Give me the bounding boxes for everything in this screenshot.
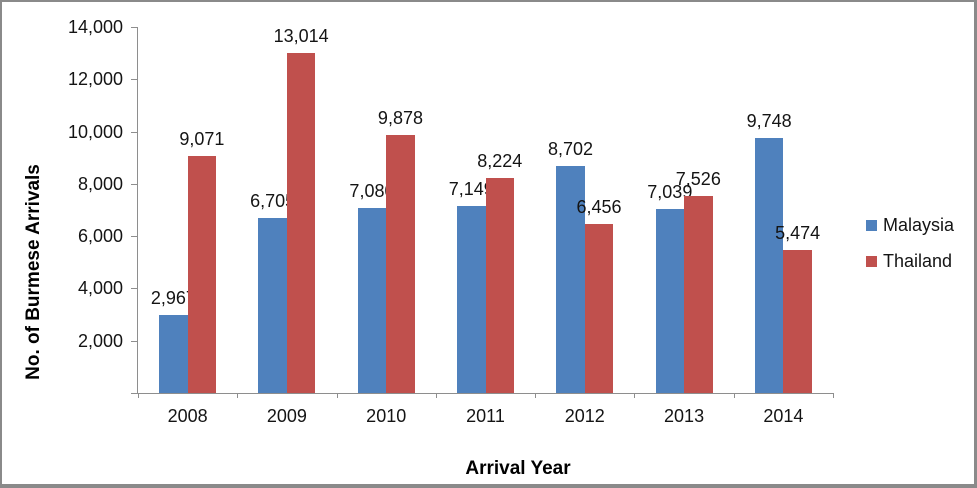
x-tick-label-2008: 2008	[167, 406, 208, 426]
bar-thailand-2009	[286, 52, 316, 393]
x-tick-mark	[435, 393, 437, 398]
data-label-thailand-2010: 9,878	[377, 107, 423, 128]
x-tick-label-2012: 2012	[564, 406, 605, 426]
data-label-malaysia-2012: 8,702	[548, 138, 594, 159]
y-tick-label: 4,000	[77, 278, 123, 299]
bar-thailand-2012	[584, 224, 614, 393]
x-tick-mark	[733, 393, 735, 398]
bar-malaysia-2008	[159, 315, 188, 393]
y-tick-mark	[131, 131, 137, 133]
bar-thailand-2010	[386, 134, 415, 393]
data-label-thailand-2011: 8,224	[477, 151, 523, 171]
y-tick-mark	[131, 340, 137, 342]
x-tick-label-2010: 2010	[366, 406, 407, 426]
y-tick-label: 6,000	[77, 226, 123, 247]
x-tick-label-2011: 2011	[466, 406, 505, 426]
y-tick-mark	[131, 27, 137, 28]
y-tick-mark	[131, 79, 137, 81]
bar-thailand-2008	[187, 155, 217, 393]
bar-thailand-2013	[684, 196, 713, 393]
bar-malaysia-2011	[457, 206, 486, 393]
bar-thailand-2014	[783, 249, 812, 393]
bar-malaysia-2010	[357, 207, 387, 393]
x-tick-label-2014: 2014	[763, 406, 804, 426]
data-label-malaysia-2011: 7,149	[448, 179, 494, 200]
y-tick-label: 14,000	[67, 17, 123, 37]
data-label-malaysia-2010: 7,080	[349, 180, 395, 201]
data-label-thailand-2013: 7,526	[675, 169, 721, 190]
data-label-thailand-2014: 5,474	[775, 222, 821, 243]
x-axis-title: Arrival Year	[465, 458, 571, 479]
data-label-malaysia-2014: 9,748	[746, 111, 792, 132]
y-tick-label: 12,000	[67, 69, 123, 90]
x-tick-mark	[535, 393, 537, 398]
x-tick-mark	[336, 393, 338, 398]
plot-area: 2,967 9,071 2008 6,705 13,014 2009 7,080 9,878 2…	[137, 25, 834, 426]
legend-item-thailand: Thailand	[866, 251, 954, 272]
x-tick-mark	[237, 393, 239, 398]
legend: Malaysia Thailand	[866, 215, 954, 287]
data-label-thailand-2012: 6,456	[576, 197, 622, 218]
x-tick-label-2013: 2013	[664, 406, 705, 426]
x-tick-label-2009: 2009	[266, 406, 307, 426]
bar-thailand-2011	[485, 178, 514, 393]
x-tick-mark	[138, 393, 139, 398]
data-label-malaysia-2009: 6,705	[250, 190, 296, 211]
y-tick-mark	[131, 236, 137, 238]
y-tick-mark	[131, 288, 137, 290]
x-tick-mark	[833, 393, 834, 398]
data-label-thailand-2009: 13,014	[273, 25, 329, 46]
legend-label-thailand: Thailand	[883, 251, 953, 271]
y-tick-label: 8,000	[77, 173, 123, 194]
bar-malaysia-2009	[258, 217, 287, 393]
legend-swatch-malaysia	[866, 220, 877, 231]
y-tick-mark	[131, 183, 137, 185]
legend-item-malaysia: Malaysia	[866, 215, 954, 236]
y-tick-label: 2,000	[77, 330, 123, 351]
data-label-thailand-2008: 9,071	[179, 128, 225, 149]
bar-malaysia-2012	[556, 165, 585, 393]
legend-label-malaysia: Malaysia	[883, 215, 955, 235]
legend-swatch-thailand	[866, 256, 877, 267]
data-label-malaysia-2008: 2,967	[150, 288, 196, 309]
bar-malaysia-2014	[754, 138, 784, 393]
y-tick-label: 10,000	[67, 121, 123, 142]
x-tick-mark	[634, 393, 636, 398]
bar-malaysia-2013	[655, 209, 685, 393]
data-label-malaysia-2013: 7,039	[647, 182, 693, 202]
y-tick-mark	[131, 393, 137, 394]
